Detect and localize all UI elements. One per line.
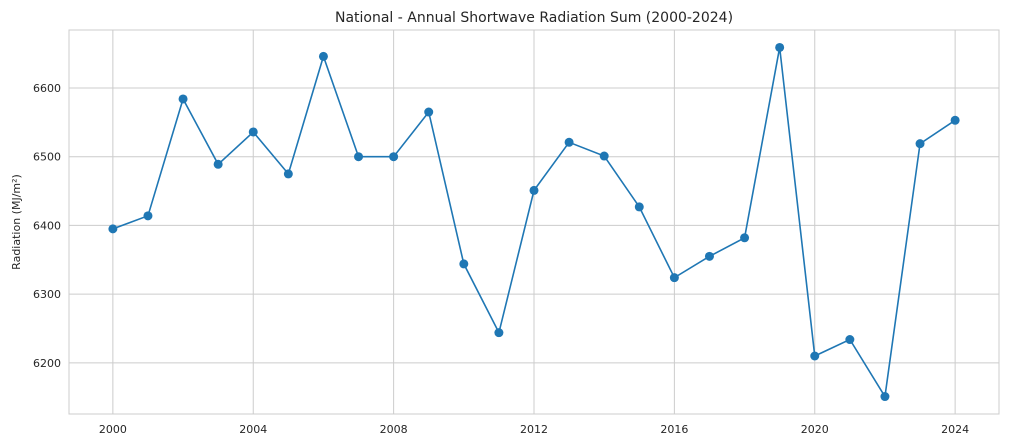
x-tick-label: 2016	[660, 423, 688, 436]
data-point	[740, 233, 750, 243]
data-point	[915, 139, 925, 149]
y-tick-label: 6400	[33, 219, 61, 232]
data-point	[529, 185, 539, 195]
data-point	[599, 151, 609, 161]
data-point	[634, 202, 644, 212]
x-tick-label: 2004	[239, 423, 267, 436]
data-point	[669, 273, 679, 283]
data-point	[424, 107, 434, 117]
data-point	[283, 169, 293, 179]
data-point	[248, 127, 258, 137]
x-tick-label: 2000	[99, 423, 127, 436]
data-point	[845, 335, 855, 345]
chart-title: National - Annual Shortwave Radiation Su…	[335, 10, 733, 26]
y-tick-label: 6200	[33, 357, 61, 370]
y-tick-label: 6600	[33, 82, 61, 95]
y-axis-label: Radiation (MJ/m²)	[10, 174, 23, 270]
y-tick-label: 6500	[33, 151, 61, 164]
data-point	[213, 159, 223, 169]
data-point	[178, 94, 188, 104]
data-point	[494, 328, 504, 338]
x-gridlines	[112, 30, 956, 414]
series-group	[108, 42, 960, 402]
y-tick-label: 6300	[33, 288, 61, 301]
y-tick-labels: 6200 6300 6400 6500 6600	[33, 82, 61, 370]
data-point	[143, 211, 153, 221]
data-point	[775, 42, 785, 52]
data-point	[459, 259, 469, 269]
data-point	[318, 51, 328, 61]
x-tick-label: 2012	[520, 423, 548, 436]
data-point	[880, 392, 890, 402]
data-point	[354, 152, 364, 162]
data-point	[389, 152, 399, 162]
data-point	[950, 115, 960, 125]
data-point	[704, 251, 714, 261]
x-tick-label: 2020	[801, 423, 829, 436]
x-tick-labels: 2000 2004 2008 2012 2016 2020 2024	[99, 423, 969, 436]
data-point	[564, 137, 574, 147]
data-point	[810, 351, 820, 361]
x-tick-label: 2024	[941, 423, 969, 436]
data-point	[108, 224, 118, 234]
plot-area-frame	[68, 29, 1000, 415]
x-tick-label: 2008	[380, 423, 408, 436]
